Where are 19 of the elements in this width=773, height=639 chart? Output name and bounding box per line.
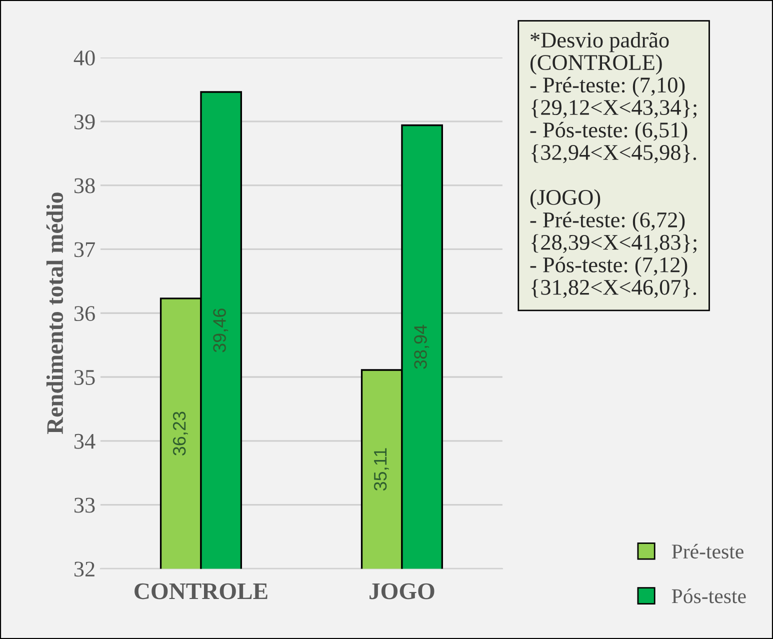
y-tick-label: 33 [74,498,95,513]
y-tick-label: 35 [74,370,95,385]
legend-label: Pré-teste [672,544,744,559]
y-tick-label: 40 [74,50,95,66]
y-tick-label: 36 [74,306,95,322]
text: *Desvio padrão (CONTROLE) - Pré-teste: (7,10) {29,12<X<43,34}; - Pós-teste: (6,51) {32,94<X<45,98}. (JOGO) - Pré-teste: (6,72) {28,39<X<41,83}; - Pós-teste: (7,12) {31,82<X<46,07}. [530,32,696,298]
x-tick-label: CONTROLE [134,583,268,600]
legend-label: Pós-teste [672,588,746,604]
data-label: 36,23 [172,412,188,456]
y-axis-title: Rendimento total médio [46,192,64,434]
data-label: 35,11 [374,448,389,491]
y-tick-label: 32 [74,562,94,577]
y-tick-label: 39 [74,114,95,130]
y-tick-label: 38 [74,178,95,194]
y-tick-label: 37 [74,242,95,258]
y-tick-label: 34 [74,434,96,449]
x-tick-label: JOGO [370,583,434,600]
data-label: 39,46 [213,308,228,352]
data-label: 38,94 [414,324,430,369]
